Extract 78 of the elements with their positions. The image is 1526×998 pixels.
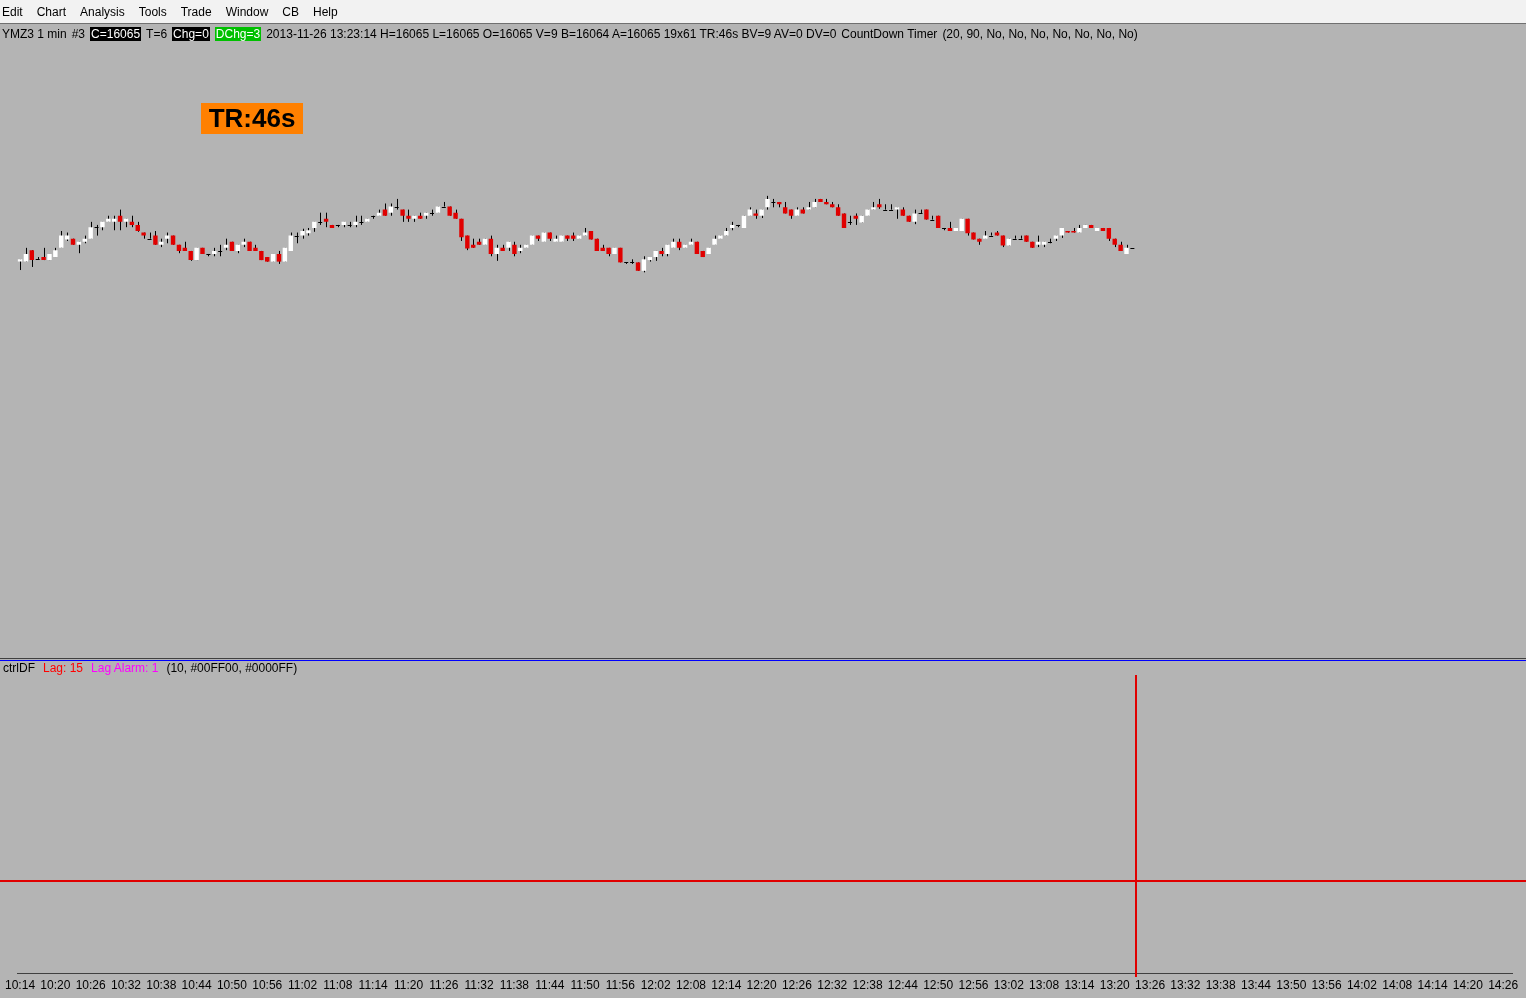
text: #3 <box>71 27 86 41</box>
candlestick <box>94 224 100 237</box>
x-tick-label: 12:14 <box>711 978 742 993</box>
text: CountDown Timer <box>841 27 938 41</box>
x-tick-label: 12:38 <box>852 978 883 993</box>
x-tick-label: 12:44 <box>887 978 919 993</box>
text: DChg=3 <box>214 27 262 41</box>
x-tick-label: 10:50 <box>216 978 248 993</box>
candlestick <box>1018 235 1024 240</box>
candlestick <box>147 232 153 240</box>
x-tick-label: 10:20 <box>40 978 71 993</box>
x-tick-label: 11:26 <box>429 978 459 993</box>
x-tick-label: 11:32 <box>464 978 494 993</box>
x-tick-label: 10:38 <box>146 978 177 993</box>
text: Edit <box>2 4 23 19</box>
candlestick <box>1012 235 1018 240</box>
text: Analysis <box>80 4 125 19</box>
x-tick-label: 14:08 <box>1382 978 1413 993</box>
x-tick-label: 13:32 <box>1170 978 1201 993</box>
candlestick <box>317 212 323 226</box>
x-tick-label: 11:14 <box>358 978 389 993</box>
x-tick-label: 12:08 <box>675 978 707 993</box>
text: (10, #00FF00, #0000FF) <box>166 661 298 675</box>
x-tick-label: 12:32 <box>817 978 848 993</box>
x-tick-label: 12:26 <box>781 978 813 993</box>
text: Trade <box>180 4 212 19</box>
text: Chart <box>36 4 67 19</box>
x-tick-label: 10:14 <box>5 978 36 993</box>
x-tick-label: 12:20 <box>746 978 777 993</box>
candlestick <box>988 232 994 237</box>
x-tick-label: 13:08 <box>1029 978 1060 993</box>
text: Help <box>313 4 338 19</box>
x-tick-label: 13:56 <box>1311 978 1342 993</box>
candlestick <box>217 244 223 257</box>
x-tick-label: 14:26 <box>1488 978 1519 993</box>
text: T=6 <box>146 27 168 41</box>
x-tick-label: 13:44 <box>1240 978 1272 993</box>
text: Chg=0 <box>172 27 210 41</box>
x-tick-label: 13:20 <box>1099 978 1131 993</box>
text: Lag Alarm: 1 <box>91 661 159 675</box>
x-tick-label: 10:44 <box>181 978 212 993</box>
x-tick-label: 11:02 <box>287 978 318 993</box>
candlestick <box>888 203 894 211</box>
x-tick-label: 10:56 <box>252 978 283 993</box>
candlestick <box>441 201 447 208</box>
x-tick-label: 11:08 <box>323 978 353 993</box>
x-tick-label: 12:02 <box>640 978 672 993</box>
text: ctrlDF <box>3 661 35 675</box>
x-tick-label: 10:32 <box>110 978 142 993</box>
candlestick <box>35 256 41 260</box>
x-tick-label: 12:50 <box>923 978 954 993</box>
candlestick <box>882 203 888 211</box>
x-tick-label: 11:20 <box>393 978 424 993</box>
candlestick <box>929 215 935 221</box>
x-tick-label: 11:50 <box>570 978 600 993</box>
text: TR:46s <box>201 103 303 134</box>
x-tick-label: 11:56 <box>605 978 636 993</box>
x-tick-label: 14:20 <box>1452 978 1484 993</box>
x-tick-label: 13:38 <box>1205 978 1237 993</box>
candlestick <box>394 198 400 211</box>
x-tick-label: 14:14 <box>1417 978 1448 993</box>
x-tick-label: 12:56 <box>958 978 989 993</box>
chart-title: YMZ3 1 min <box>2 27 67 41</box>
text: Tools <box>138 4 167 19</box>
x-tick-label: 11:44 <box>535 978 565 993</box>
text: 2013-11-26 13:23:14 H=16065 L=16065 O=16065 V=9 B=16064 A=16065 19x61 TR:46s BV=9 AV=0 DV=0 <box>266 27 837 41</box>
x-tick-label: 14:02 <box>1346 978 1378 993</box>
x-tick-label: 13:50 <box>1276 978 1307 993</box>
x-tick-label: 13:26 <box>1135 978 1166 993</box>
x-tick-label: 13:02 <box>993 978 1025 993</box>
text: (20, 90, No, No, No, No, No, No, No) <box>942 27 1138 41</box>
text: CB <box>282 4 299 19</box>
x-tick-label: 13:14 <box>1064 978 1095 993</box>
text: Lag: 15 <box>43 661 84 675</box>
x-tick-label: 11:38 <box>499 978 530 993</box>
text: Window <box>225 4 269 19</box>
x-tick-label: 10:26 <box>75 978 107 993</box>
text: C=16065 <box>90 27 142 41</box>
